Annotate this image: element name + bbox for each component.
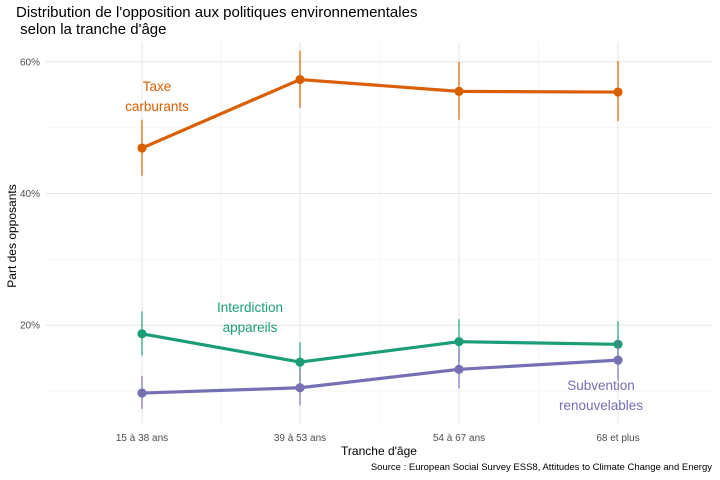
- series-line: [141, 77, 619, 150]
- series-layer: [137, 50, 623, 409]
- x-tick-label: 68 et plus: [596, 433, 639, 444]
- y-axis-ticks: 20% 40% 60%: [20, 57, 40, 331]
- series-labels: Taxe carburants Interdiction appareils Subve…: [125, 79, 643, 413]
- series-label: Subvention: [567, 378, 635, 393]
- data-point: [613, 87, 623, 97]
- series-taxe-carburants: [137, 50, 623, 176]
- data-point: [295, 74, 305, 85]
- data-point: [613, 355, 623, 365]
- series-label: Interdiction: [217, 300, 283, 315]
- data-point: [454, 86, 464, 96]
- chart-title: Distribution de l'opposition aux politiq…: [16, 4, 418, 38]
- data-point: [454, 364, 464, 374]
- series-subvention-renouvelables: [137, 339, 623, 409]
- data-point: [295, 357, 305, 367]
- data-point: [295, 383, 305, 393]
- x-tick-label: 15 à 38 ans: [116, 433, 168, 444]
- y-tick-label: 20%: [20, 321, 40, 332]
- y-tick-label: 60%: [20, 57, 40, 68]
- y-axis-title: Part des opposants: [5, 184, 19, 287]
- data-point: [137, 329, 147, 339]
- series-label: appareils: [223, 320, 278, 335]
- x-tick-label: 54 à 67 ans: [433, 433, 485, 444]
- series-label: Taxe: [143, 79, 172, 94]
- series-line: [141, 358, 619, 395]
- data-point: [137, 143, 147, 153]
- x-axis-title: Tranche d'âge: [341, 444, 417, 458]
- data-point: [137, 388, 147, 398]
- series-label: renouvelables: [559, 398, 643, 413]
- x-axis-ticks: 15 à 38 ans 39 à 53 ans 54 à 67 ans 68 et p…: [116, 433, 640, 444]
- data-point: [454, 337, 464, 347]
- series-interdiction-appareils: [137, 311, 623, 382]
- series-line: [141, 332, 619, 364]
- y-tick-label: 40%: [20, 189, 40, 200]
- x-tick-label: 39 à 53 ans: [274, 433, 326, 444]
- series-label: carburants: [125, 99, 189, 114]
- chart-caption: Source : European Social Survey ESS8, At…: [371, 462, 712, 473]
